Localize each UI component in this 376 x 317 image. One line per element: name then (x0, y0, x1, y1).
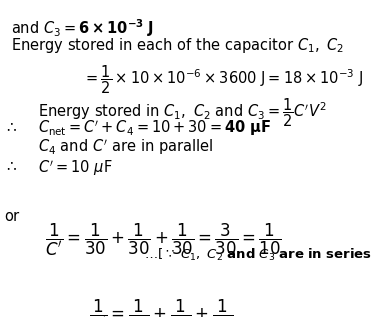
Text: $C_4\ \mathrm{and}\ C'\ \mathrm{are\ in\ parallel}$: $C_4\ \mathrm{and}\ C'\ \mathrm{are\ in\… (38, 138, 213, 158)
Text: $\mathrm{or}$: $\mathrm{or}$ (4, 209, 21, 224)
Text: $C' = 10\ \mu\mathrm{F}$: $C' = 10\ \mu\mathrm{F}$ (38, 158, 112, 178)
Text: $= \dfrac{1}{2} \times 10 \times 10^{-6} \times 3600\ \mathrm{J} = 18 \times 10^: $= \dfrac{1}{2} \times 10 \times 10^{-6}… (83, 63, 363, 96)
Text: $\mathrm{Energy\ stored\ in\ each\ of\ the\ capacitor\ }C_1,\ C_2$: $\mathrm{Energy\ stored\ in\ each\ of\ t… (11, 36, 344, 55)
Text: $\mathrm{Energy\ stored\ in\ }C_1,\ C_2\ \mathrm{and\ }C_3 = \dfrac{1}{2}C'V^2$: $\mathrm{Energy\ stored\ in\ }C_1,\ C_2\… (38, 97, 326, 129)
Text: $\therefore$: $\therefore$ (4, 158, 18, 173)
Text: $\therefore$: $\therefore$ (4, 119, 18, 134)
Text: $\mathrm{and\ }C_3 = \mathbf{6 \times 10^{-3}\ J}$: $\mathrm{and\ }C_3 = \mathbf{6 \times 10… (11, 17, 154, 39)
Text: $\ldots[\because\ C_1,\ C_2\ \mathbf{and}\ C_3\ \mathbf{are\ in\ series}$: $\ldots[\because\ C_1,\ C_2\ \mathbf{and… (144, 247, 372, 263)
Text: $\dfrac{1}{C'} = \dfrac{1}{30} + \dfrac{1}{30} + \dfrac{1}{30} = \dfrac{3}{30} =: $\dfrac{1}{C'} = \dfrac{1}{30} + \dfrac{… (45, 222, 282, 258)
Text: $\dfrac{1}{C'} = \dfrac{1}{C_1} + \dfrac{1}{C_2} + \dfrac{1}{C_3}$: $\dfrac{1}{C'} = \dfrac{1}{C_1} + \dfrac… (89, 298, 234, 317)
Text: $C_{\mathrm{net}} = C' + C_4 = 10 + 30 = \mathbf{40\ \mu F}$: $C_{\mathrm{net}} = C' + C_4 = 10 + 30 =… (38, 119, 270, 139)
